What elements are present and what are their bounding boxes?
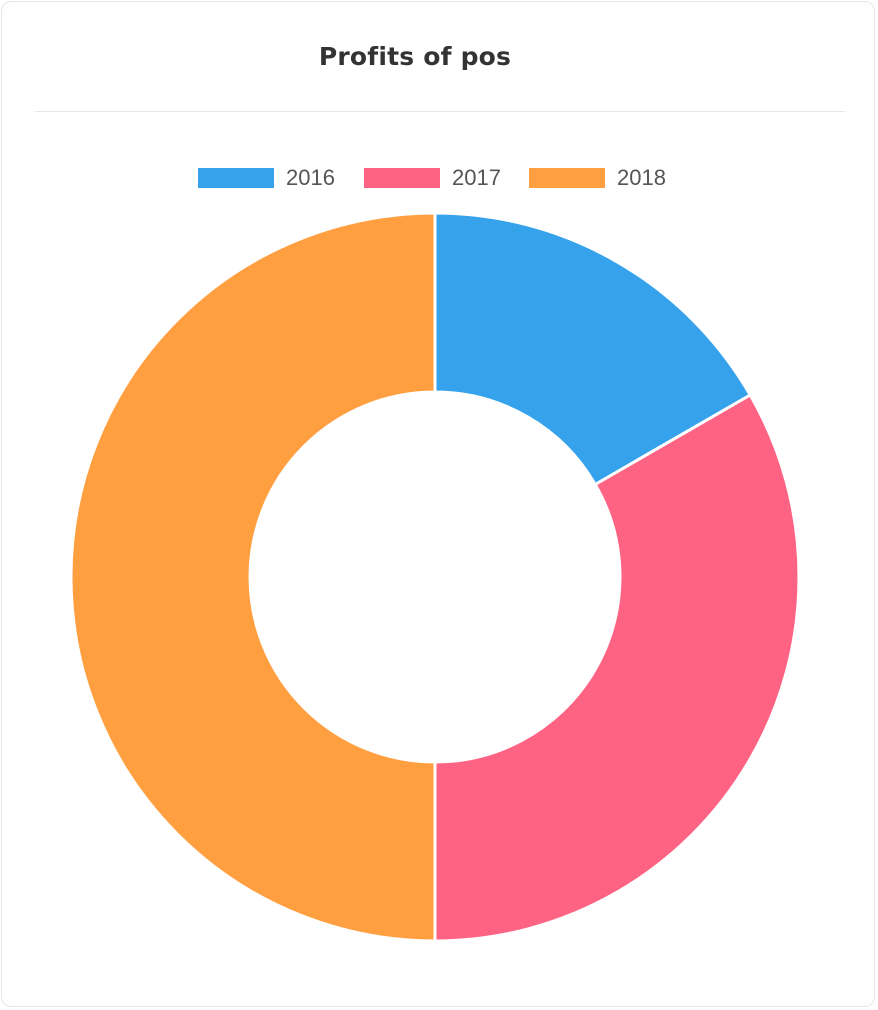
legend-label-2017: 2017 <box>452 165 501 190</box>
legend-swatch-2016 <box>198 168 274 188</box>
legend-item-2017[interactable]: 2017 <box>364 162 501 194</box>
legend-item-2018[interactable]: 2018 <box>529 162 666 194</box>
slice-2016[interactable] <box>433 211 753 487</box>
title-divider <box>35 111 845 112</box>
legend-item-2016[interactable]: 2016 <box>198 162 335 194</box>
slice-2018[interactable] <box>69 211 437 943</box>
slice-2017[interactable] <box>433 392 801 943</box>
chart-title: Profits of pos <box>318 42 512 71</box>
legend-swatch-2017 <box>364 168 440 188</box>
legend-swatch-2018 <box>529 168 605 188</box>
legend-label-2016: 2016 <box>286 165 335 190</box>
legend-label-2018: 2018 <box>617 165 666 190</box>
chart-legend: 2016 2017 2018 <box>2 162 872 194</box>
